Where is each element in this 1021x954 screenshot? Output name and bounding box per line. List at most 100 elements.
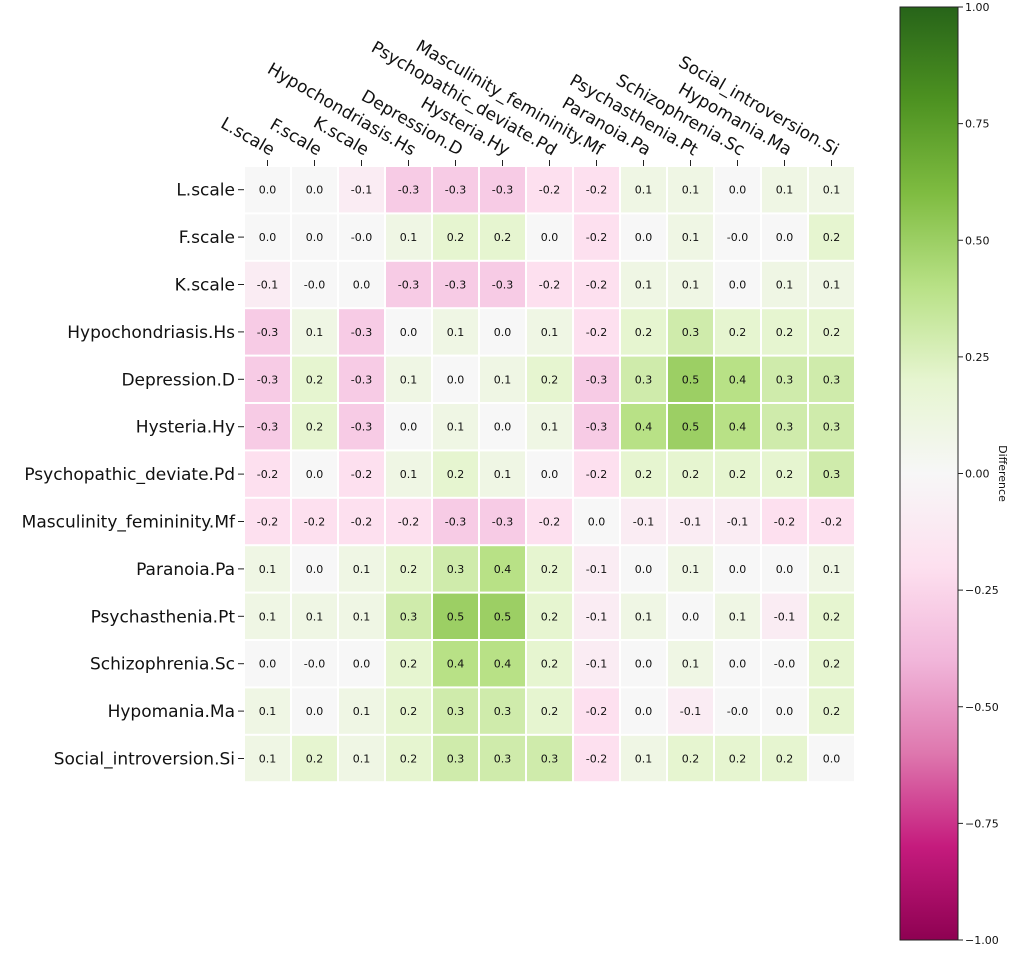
cell-value-label: -0.2	[304, 516, 325, 529]
heatmap-cell	[386, 451, 431, 497]
cell-value-label: 0.0	[447, 373, 465, 386]
heatmap-cell	[245, 214, 290, 260]
heatmap-cell	[668, 356, 713, 402]
heatmap-cell	[339, 735, 384, 782]
heatmap-cell	[339, 593, 384, 639]
colorbar-tick-label: 0.25	[965, 351, 990, 364]
cell-value-label: -0.3	[398, 184, 419, 197]
cell-value-label: -0.1	[633, 516, 654, 529]
cell-value-label: 0.2	[541, 610, 559, 623]
cell-value-label: 0.0	[823, 753, 841, 766]
heatmap-cell	[480, 214, 525, 260]
cell-value-label: 0.0	[635, 563, 653, 576]
heatmap-cell	[668, 688, 713, 734]
cell-value-label: 0.2	[823, 610, 841, 623]
cell-value-label: -0.2	[821, 516, 842, 529]
cell-value-label: 0.1	[353, 705, 371, 718]
cell-value-label: 0.0	[259, 658, 277, 671]
cell-value-label: -0.0	[351, 231, 372, 244]
heatmap-cell	[339, 261, 384, 308]
heatmap-cell	[715, 498, 760, 545]
heatmap-cell	[433, 261, 478, 308]
heatmap-cell	[339, 498, 384, 545]
heatmap-cell	[339, 404, 384, 450]
cell-value-label: 0.3	[823, 468, 841, 481]
heatmap-cell	[809, 498, 854, 545]
colorbar-tick-label: −0.50	[965, 701, 999, 714]
heatmap-cell	[621, 688, 666, 734]
row-labels: L.scale F.scale K.scale Hypochondriasis.Hs D…	[22, 181, 244, 770]
cell-value-label: -0.0	[304, 279, 325, 292]
heatmap-cell	[621, 214, 666, 260]
cell-value-label: 0.2	[306, 373, 324, 386]
row-label: Masculinity_femininity.Mf	[22, 513, 236, 533]
cell-value-label: 0.2	[682, 753, 700, 766]
heatmap-cell	[292, 593, 337, 639]
cell-value-label: 0.0	[306, 468, 324, 481]
cell-value-label: 0.1	[306, 326, 324, 339]
heatmap-cell	[621, 309, 666, 355]
heatmap-cell	[574, 451, 619, 497]
colorbar-tick-label: −0.75	[965, 817, 999, 830]
cell-value-label: 0.0	[682, 610, 700, 623]
cell-value-label: 0.2	[635, 326, 653, 339]
heatmap-cell	[621, 404, 666, 450]
heatmap-cell	[574, 261, 619, 308]
heatmap-cell	[668, 167, 713, 213]
colorbar-tick-label: −0.25	[965, 584, 999, 597]
cell-value-label: -0.3	[586, 421, 607, 434]
heatmap-cell	[762, 688, 807, 734]
heatmap-cell	[433, 735, 478, 782]
heatmap-cell	[574, 593, 619, 639]
cell-value-label: 0.2	[400, 563, 418, 576]
cell-value-label: -0.1	[586, 610, 607, 623]
row-label: Psychopathic_deviate.Pd	[24, 465, 235, 485]
cell-value-label: 0.0	[400, 326, 418, 339]
heatmap-cell	[433, 498, 478, 545]
heatmap-cell	[292, 356, 337, 402]
heatmap-cell	[245, 309, 290, 355]
cell-value-label: 0.0	[776, 231, 794, 244]
row-label: Schizophrenia.Sc	[90, 655, 235, 675]
cell-value-label: -0.3	[398, 279, 419, 292]
cell-value-label: 0.5	[447, 610, 465, 623]
heatmap-cell	[715, 404, 760, 450]
cell-value-label: -0.2	[586, 705, 607, 718]
cell-value-label: 0.1	[635, 279, 653, 292]
cell-value-label: 0.2	[729, 468, 747, 481]
cell-value-label: 0.5	[494, 610, 512, 623]
heatmap-cell	[245, 167, 290, 213]
heatmap-cell	[292, 167, 337, 213]
heatmap-cell	[574, 404, 619, 450]
cell-value-label: 0.1	[635, 610, 653, 623]
heatmap-cell	[433, 593, 478, 639]
row-label: Psychasthenia.Pt	[91, 607, 236, 627]
colorbar: 1.00 0.75 0.50 0.25 0.00 −0.25 −0.50 −0.75 −1.00…	[899, 1, 1009, 947]
heatmap-cell	[433, 356, 478, 402]
heatmap-cell	[480, 309, 525, 355]
heatmap-cell	[433, 641, 478, 687]
cell-value-label: -0.2	[257, 468, 278, 481]
heatmap-cell	[809, 309, 854, 355]
cell-value-label: 0.3	[400, 610, 418, 623]
heatmap-cell	[480, 261, 525, 308]
heatmap-cell	[433, 546, 478, 592]
cell-value-label: 0.2	[823, 658, 841, 671]
heatmap-cell	[762, 593, 807, 639]
heatmap-cell	[574, 167, 619, 213]
heatmap-cell	[574, 309, 619, 355]
heatmap-cell	[245, 735, 290, 782]
cell-value-label: 0.3	[447, 563, 465, 576]
cell-value-label: 0.0	[353, 279, 371, 292]
row-label: Hysteria.Hy	[136, 418, 235, 438]
cell-value-label: -0.3	[445, 516, 466, 529]
heatmap-cell	[292, 261, 337, 308]
cell-value-label: 0.0	[400, 421, 418, 434]
heatmap-cell	[245, 641, 290, 687]
heatmap-cell	[245, 451, 290, 497]
heatmap-cell	[339, 214, 384, 260]
cell-value-label: 0.1	[400, 468, 418, 481]
colorbar-ticks: 1.00 0.75 0.50 0.25 0.00 −0.25 −0.50 −0.75 −1.00	[958, 1, 999, 947]
heatmap-cell	[433, 688, 478, 734]
colorbar-gradient	[899, 6, 959, 941]
